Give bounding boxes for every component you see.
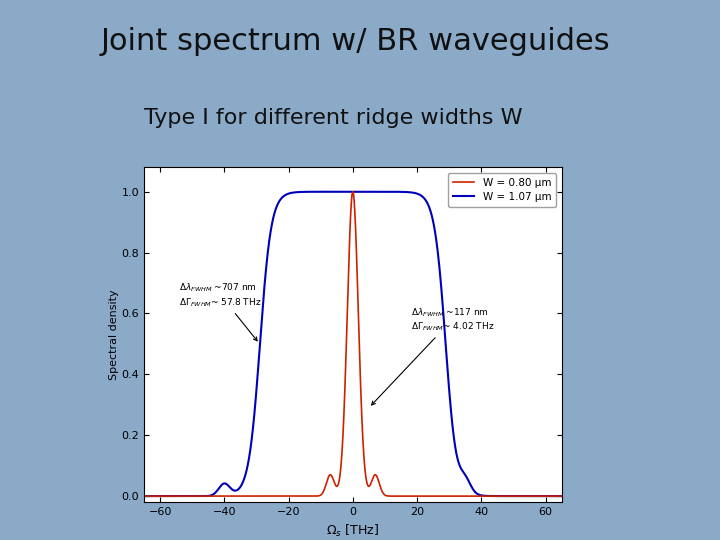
- Text: $\Delta\lambda_{FWHM}$ ~707 nm
$\Delta\Gamma_{FWHM}$~ 57.8 THz: $\Delta\lambda_{FWHM}$ ~707 nm $\Delta\G…: [179, 282, 262, 341]
- Text: $\Delta\lambda_{FWHM}$ ~117 nm
$\Delta\Gamma_{FWHM}$~ 4.02 THz: $\Delta\lambda_{FWHM}$ ~117 nm $\Delta\G…: [372, 306, 494, 405]
- Legend: W = 0.80 μm, W = 1.07 μm: W = 0.80 μm, W = 1.07 μm: [448, 173, 557, 207]
- Text: Joint spectrum w/ BR waveguides: Joint spectrum w/ BR waveguides: [101, 27, 611, 56]
- Text: Type I for different ridge widths W: Type I for different ridge widths W: [144, 108, 523, 128]
- Y-axis label: Spectral density: Spectral density: [109, 289, 119, 380]
- X-axis label: $\Omega_s$ [THz]: $\Omega_s$ [THz]: [326, 523, 379, 539]
